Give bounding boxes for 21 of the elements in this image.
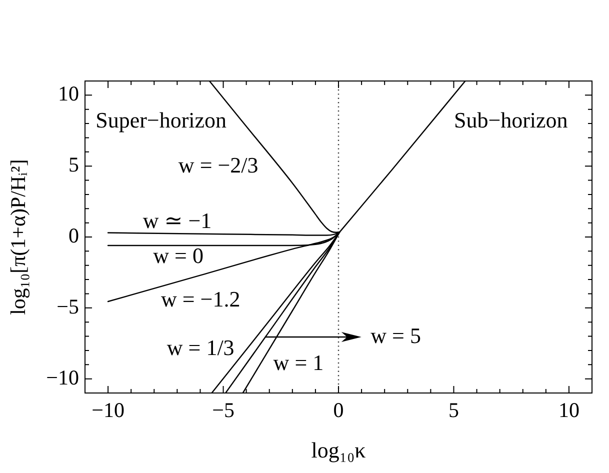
x-tick-label: 5 [448, 398, 459, 422]
series-label: w = 0 [153, 243, 204, 268]
x-axis-title: log₁₀κ [311, 438, 366, 463]
series-label: w ≃ −1 [142, 208, 212, 234]
x-tick-label: −10 [92, 398, 124, 422]
y-tick-label: −10 [46, 365, 79, 390]
series-label: w = 1/3 [166, 335, 234, 360]
annotation: Super−horizon [96, 107, 227, 132]
x-tick-label: −5 [212, 398, 234, 422]
y-tick-label: 10 [58, 82, 79, 106]
x-tick-label: 10 [558, 398, 580, 422]
y-tick-label: 5 [68, 152, 79, 177]
annotation: Sub−horizon [454, 107, 568, 132]
y-axis-title: log₁₀[π(1+α)P/Hᵢ²] [6, 159, 30, 315]
series-label: w = −2/3 [178, 152, 258, 178]
y-tick-label: −5 [56, 294, 79, 318]
legend-label: w = 5 [370, 322, 421, 348]
x-tick-label: 0 [333, 398, 344, 422]
series-label: w = −1.2 [160, 286, 240, 312]
series-label: w = 1 [273, 350, 324, 376]
y-tick-label: 0 [68, 224, 79, 248]
